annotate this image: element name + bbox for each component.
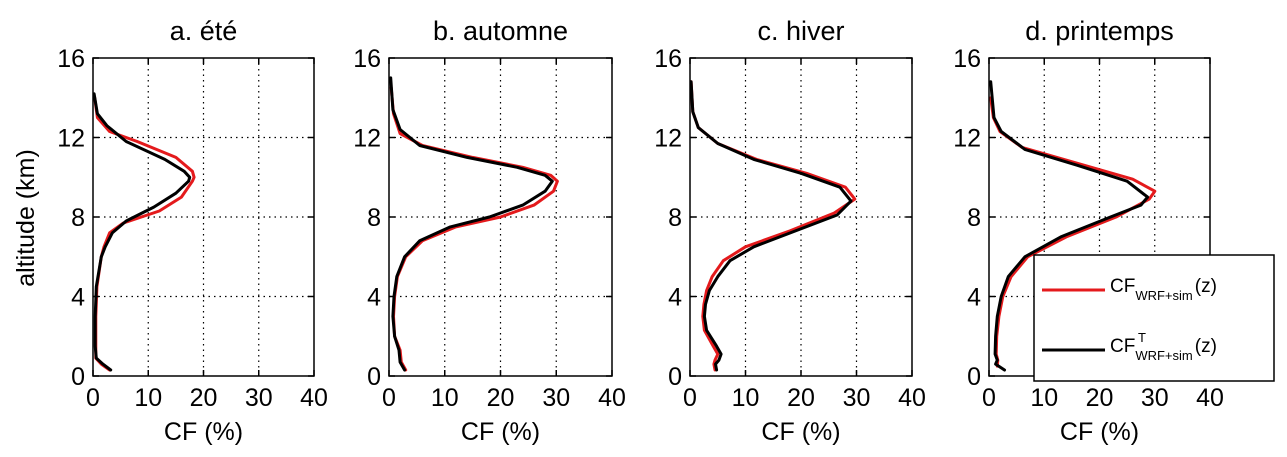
panel-title: c. hiver [757,16,844,46]
x-tick-label: 20 [1086,384,1114,412]
panel-title: d. printemps [1025,16,1174,46]
legend-label-1: CFWRF+sim (z) [1110,276,1217,303]
series-line-2 [689,80,853,372]
legend-superscript-2: T [1138,330,1146,345]
x-tick-label: 0 [683,384,697,412]
x-tick-label: 10 [134,384,162,412]
series-line-1 [389,86,559,372]
y-tick-label: 0 [367,363,381,391]
x-tick-label: 40 [898,384,926,412]
series-line-2 [389,76,554,372]
x-tick-label: 10 [1030,384,1058,412]
x-axis-label: CF (%) [761,418,840,446]
panel-4: 0 10 20 30 40 0 4 8 12 16 d. printemps CF (%) [953,16,1224,446]
series-line-2 [989,80,1150,372]
y-tick-label: 4 [967,284,981,312]
x-tick-label: 30 [542,384,570,412]
series-line-1 [689,80,857,372]
y-tick-label: 16 [353,45,381,73]
y-tick-label: 12 [953,125,981,153]
y-tick-label: 12 [57,125,85,153]
x-tick-label: 10 [431,384,459,412]
x-tick-label: 10 [732,384,760,412]
x-tick-label: 40 [300,384,328,412]
y-tick-label: 4 [71,284,85,312]
x-tick-label: 0 [382,384,396,412]
panel-2: 0 10 20 30 40 0 4 8 12 16 b. automne CF (%) [353,16,626,446]
y-tick-label: 0 [967,363,981,391]
x-tick-label: 30 [1141,384,1169,412]
x-axis-label: CF (%) [461,418,540,446]
panel-title: a. été [170,16,238,46]
x-tick-label: 20 [190,384,218,412]
y-tick-label: 8 [71,204,85,232]
y-tick-label: 4 [668,284,682,312]
y-tick-label: 16 [57,45,85,73]
x-tick-label: 30 [843,384,871,412]
legend-box [1033,254,1275,382]
y-tick-label: 8 [367,204,381,232]
y-tick-label: 0 [71,363,85,391]
x-axis-label: CF (%) [164,418,243,446]
x-tick-label: 40 [598,384,626,412]
y-tick-label: 4 [367,284,381,312]
series-line-1 [93,96,196,372]
x-tick-label: 30 [245,384,273,412]
y-tick-label: 12 [654,125,682,153]
x-tick-label: 40 [1196,384,1224,412]
y-tick-label: 8 [967,204,981,232]
x-tick-label: 20 [787,384,815,412]
x-axis-label: CF (%) [1060,418,1139,446]
y-tick-label: 0 [668,363,682,391]
y-tick-label: 12 [353,125,381,153]
x-tick-label: 20 [487,384,515,412]
legend-label-2: CFWRF+sim (z) [1110,336,1217,363]
x-tick-label: 0 [86,384,100,412]
y-tick-label: 8 [668,204,682,232]
legend: CFWRF+sim (z)CFWRF+sim (z)T [1033,254,1275,382]
series-line-2 [92,92,192,372]
panel-1: 0 10 20 30 40 0 4 8 12 16 a. été CF (%) [57,16,328,446]
panel-title: b. automne [433,16,568,46]
y-tick-label: 16 [654,45,682,73]
y-tick-label: 16 [953,45,981,73]
panel-3: 0 10 20 30 40 0 4 8 12 16 c. hiver CF (%) [654,16,926,446]
y-axis-label: altitude (km) [12,149,40,287]
x-tick-label: 0 [982,384,996,412]
